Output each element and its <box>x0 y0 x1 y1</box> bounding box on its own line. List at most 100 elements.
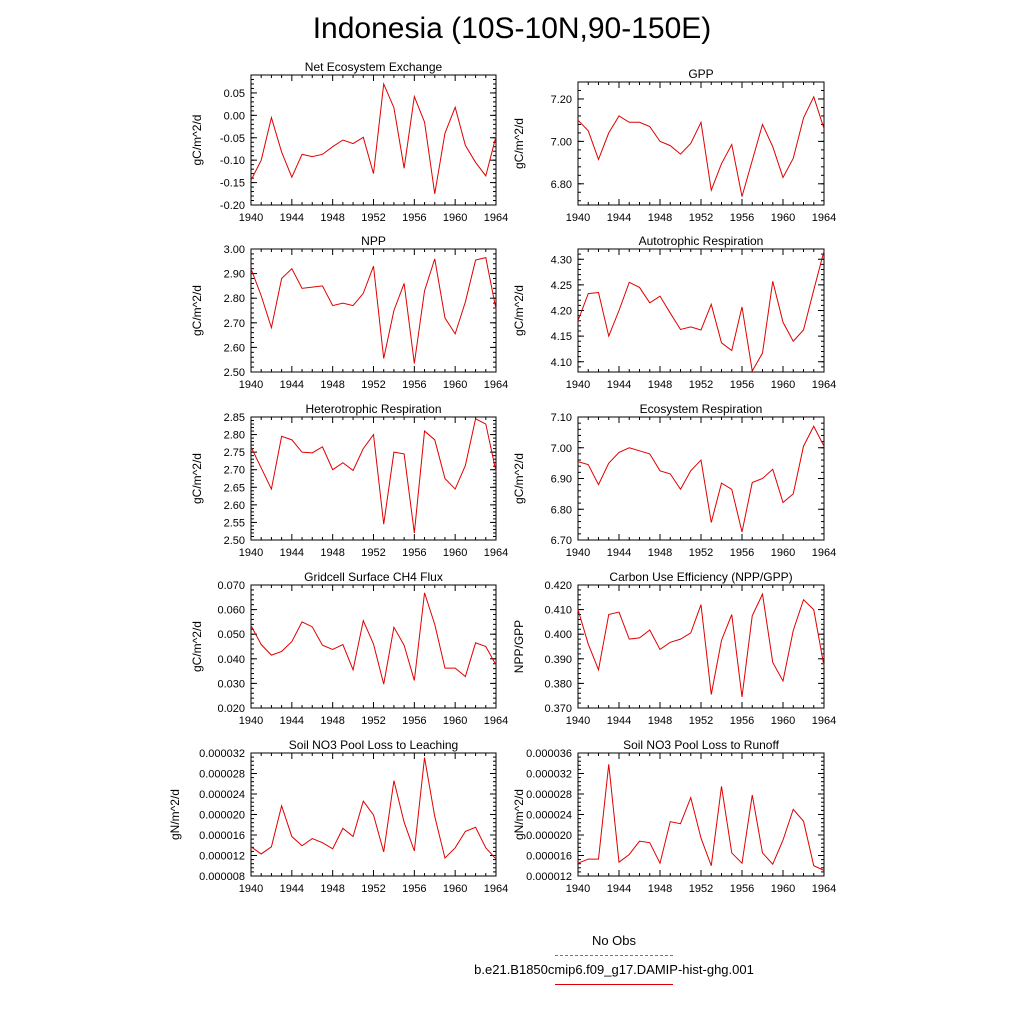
panel-gpp-frame <box>577 81 825 206</box>
panel-net-ecosystem-exchange-frame <box>250 74 497 206</box>
panel-net-ecosystem-exchange-ylabel: gC/m^2/d <box>190 115 204 166</box>
panel-soil-no3-pool-loss-to-leaching-ylabel: gN/m^2/d <box>168 789 182 840</box>
panel-ecosystem-respiration-ytick-label: 6.70 <box>551 535 572 547</box>
panel-ecosystem-respiration-xtick-label: 1940 <box>566 547 590 559</box>
panel-ecosystem-respiration-xtick-label: 1952 <box>689 547 713 559</box>
panel-gpp-xtick-label: 1960 <box>771 212 795 224</box>
panel-ecosystem-respiration-series-line <box>577 425 825 533</box>
panel-carbon-use-efficiency-npp-gpp-frame <box>577 584 825 709</box>
panel-carbon-use-efficiency-npp-gpp-xtick-label: 1944 <box>607 715 631 727</box>
panel-heterotrophic-respiration-xtick-label: 1940 <box>239 547 263 559</box>
panel-ecosystem-respiration-xtick-label: 1948 <box>648 547 672 559</box>
panel-npp-series-line <box>250 257 497 364</box>
panel-ecosystem-respiration-title: Ecosystem Respiration <box>640 402 763 416</box>
panel-gpp-xtick-label: 1948 <box>648 212 672 224</box>
panel-gridcell-surface-ch4-flux-title: Gridcell Surface CH4 Flux <box>304 570 443 584</box>
panel-carbon-use-efficiency-npp-gpp-ylabel: NPP/GPP <box>512 620 526 673</box>
panel-ecosystem-respiration-ytick-label: 7.00 <box>551 443 572 455</box>
panel-gpp-ytick-label: 7.00 <box>551 136 572 148</box>
panel-npp-ytick-label: 3.00 <box>224 244 245 256</box>
panel-npp-ytick-label: 2.70 <box>224 318 245 330</box>
panel-carbon-use-efficiency-npp-gpp-title: Carbon Use Efficiency (NPP/GPP) <box>609 570 792 584</box>
panel-npp-xtick-label: 1940 <box>239 379 263 391</box>
panel-soil-no3-pool-loss-to-runoff-ytick-label: 0.000024 <box>526 810 572 822</box>
panel-carbon-use-efficiency-npp-gpp: 1940 1944 1948 1952 1956 1960 1964 0.370 0.380 0.… <box>512 570 836 727</box>
panel-npp-ytick-label: 2.50 <box>224 367 245 379</box>
panel-heterotrophic-respiration-ytick-label: 2.65 <box>224 482 245 494</box>
panel-gridcell-surface-ch4-flux-series-line <box>250 592 497 685</box>
panel-gridcell-surface-ch4-flux-ytick-label: 0.040 <box>217 654 245 666</box>
panel-gridcell-surface-ch4-flux: 1940 1944 1948 1952 1956 1960 1964 0.020 0.030 0.… <box>190 570 508 727</box>
panel-soil-no3-pool-loss-to-leaching: 1940 1944 1948 1952 1956 1960 1964 0.000008 0.00… <box>168 738 508 895</box>
panel-npp: 1940 1944 1948 1952 1956 1960 1964 2.50 2.60 2.70… <box>190 234 508 391</box>
panel-net-ecosystem-exchange-title: Net Ecosystem Exchange <box>305 60 443 74</box>
panel-soil-no3-pool-loss-to-runoff-xtick-label: 1944 <box>607 883 631 895</box>
panel-autotrophic-respiration-ytick-label: 4.25 <box>551 280 572 292</box>
panel-soil-no3-pool-loss-to-runoff-ytick-label: 0.000032 <box>526 769 572 781</box>
page-title: Indonesia (10S-10N,90-150E) <box>312 12 712 45</box>
panel-npp-ytick-label: 2.80 <box>224 293 245 305</box>
panel-gpp-series-line <box>577 95 825 197</box>
panel-carbon-use-efficiency-npp-gpp-ytick-label: 0.380 <box>544 678 572 690</box>
panel-net-ecosystem-exchange-xtick-label: 1948 <box>320 212 344 224</box>
panel-carbon-use-efficiency-npp-gpp-xtick-label: 1952 <box>689 715 713 727</box>
panel-net-ecosystem-exchange: 1940 1944 1948 1952 1956 1960 1964 -0.20 -0.15 -0… <box>190 60 508 224</box>
panel-gridcell-surface-ch4-flux-ytick-label: 0.030 <box>217 678 245 690</box>
panel-net-ecosystem-exchange-ytick-label: -0.05 <box>220 133 245 145</box>
panel-gridcell-surface-ch4-flux-xtick-label: 1964 <box>484 715 508 727</box>
panel-autotrophic-respiration: 1940 1944 1948 1952 1956 1960 1964 4.10 4.15 4.20… <box>512 234 836 391</box>
panel-carbon-use-efficiency-npp-gpp-xtick-label: 1956 <box>730 715 754 727</box>
panel-gridcell-surface-ch4-flux-xtick-label: 1948 <box>320 715 344 727</box>
panel-heterotrophic-respiration-xtick-label: 1956 <box>402 547 426 559</box>
panel-autotrophic-respiration-ytick-label: 4.20 <box>551 306 572 318</box>
panel-autotrophic-respiration-title: Autotrophic Respiration <box>639 234 764 248</box>
panel-soil-no3-pool-loss-to-leaching-ytick-label: 0.000024 <box>199 789 245 801</box>
panel-autotrophic-respiration-series-line <box>577 250 825 373</box>
panel-soil-no3-pool-loss-to-runoff-title: Soil NO3 Pool Loss to Runoff <box>623 738 780 752</box>
panel-heterotrophic-respiration-title: Heterotrophic Respiration <box>305 402 441 416</box>
panel-gridcell-surface-ch4-flux-xtick-label: 1956 <box>402 715 426 727</box>
panel-net-ecosystem-exchange-series-line <box>250 82 497 194</box>
panel-gridcell-surface-ch4-flux-ylabel: gC/m^2/d <box>190 621 204 672</box>
panel-soil-no3-pool-loss-to-leaching-xtick-label: 1964 <box>484 883 508 895</box>
panel-gpp-xtick-label: 1940 <box>566 212 590 224</box>
panel-ecosystem-respiration-ytick-label: 6.80 <box>551 504 572 516</box>
panel-npp-xtick-label: 1952 <box>361 379 385 391</box>
panel-ecosystem-respiration-frame <box>577 416 825 541</box>
panel-heterotrophic-respiration-xtick-label: 1944 <box>280 547 304 559</box>
panel-soil-no3-pool-loss-to-leaching-ytick-label: 0.000016 <box>199 830 245 842</box>
panel-net-ecosystem-exchange-xtick-label: 1956 <box>402 212 426 224</box>
panel-soil-no3-pool-loss-to-leaching-xtick-label: 1940 <box>239 883 263 895</box>
panel-gpp-xtick-label: 1952 <box>689 212 713 224</box>
panel-carbon-use-efficiency-npp-gpp-ytick-label: 0.370 <box>544 703 572 715</box>
panel-ecosystem-respiration-xtick-label: 1944 <box>607 547 631 559</box>
panel-gpp: 1940 1944 1948 1952 1956 1960 1964 6.80 7.00 7.20… <box>512 67 836 224</box>
panel-net-ecosystem-exchange-xtick-label: 1964 <box>484 212 508 224</box>
panel-heterotrophic-respiration-xtick-label: 1948 <box>320 547 344 559</box>
panel-autotrophic-respiration-ylabel: gC/m^2/d <box>512 285 526 336</box>
panel-gpp-title: GPP <box>688 67 713 81</box>
panel-ecosystem-respiration-xtick-label: 1960 <box>771 547 795 559</box>
panel-soil-no3-pool-loss-to-leaching-ytick-label: 0.000008 <box>199 871 245 883</box>
panel-gridcell-surface-ch4-flux-frame <box>250 584 497 709</box>
panel-net-ecosystem-exchange-xtick-label: 1944 <box>280 212 304 224</box>
panel-net-ecosystem-exchange-ytick-label: 0.00 <box>224 110 245 122</box>
panel-npp-xtick-label: 1960 <box>443 379 467 391</box>
panel-gpp-xtick-label: 1944 <box>607 212 631 224</box>
panel-gridcell-surface-ch4-flux-xtick-label: 1940 <box>239 715 263 727</box>
panel-heterotrophic-respiration-ytick-label: 2.75 <box>224 447 245 459</box>
panel-carbon-use-efficiency-npp-gpp-ytick-label: 0.400 <box>544 629 572 641</box>
panel-soil-no3-pool-loss-to-leaching-series-line <box>250 757 497 860</box>
panel-gridcell-surface-ch4-flux-xtick-label: 1952 <box>361 715 385 727</box>
panel-carbon-use-efficiency-npp-gpp-xtick-label: 1960 <box>771 715 795 727</box>
panel-carbon-use-efficiency-npp-gpp-xtick-label: 1948 <box>648 715 672 727</box>
panel-soil-no3-pool-loss-to-runoff-xtick-label: 1956 <box>730 883 754 895</box>
panel-soil-no3-pool-loss-to-leaching-xtick-label: 1948 <box>320 883 344 895</box>
panel-soil-no3-pool-loss-to-runoff-ytick-label: 0.000020 <box>526 830 572 842</box>
panel-soil-no3-pool-loss-to-runoff-series-line <box>577 764 825 871</box>
panel-gpp-xtick-label: 1964 <box>812 212 836 224</box>
panel-soil-no3-pool-loss-to-leaching-ytick-label: 0.000020 <box>199 810 245 822</box>
panel-heterotrophic-respiration-xtick-label: 1960 <box>443 547 467 559</box>
panel-soil-no3-pool-loss-to-runoff-xtick-label: 1948 <box>648 883 672 895</box>
panel-autotrophic-respiration-xtick-label: 1952 <box>689 379 713 391</box>
